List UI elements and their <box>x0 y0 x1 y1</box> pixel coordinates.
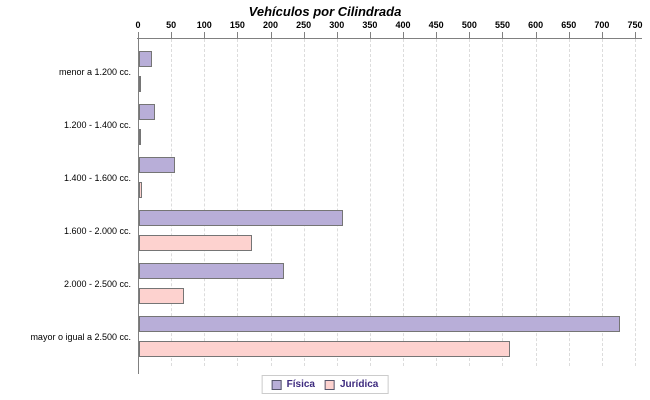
x-tick-label: 50 <box>166 20 177 30</box>
chart-row: 1.400 - 1.600 cc. <box>0 151 650 204</box>
gridline <box>635 39 636 366</box>
fisica-bar <box>139 51 153 67</box>
x-tick-label: 700 <box>594 20 610 30</box>
bar-area <box>138 204 650 257</box>
bar-area <box>138 98 650 151</box>
gridline <box>502 39 504 366</box>
legend-item: Jurídica <box>325 379 378 390</box>
fisica-bar <box>139 157 176 173</box>
x-tick <box>502 32 504 38</box>
fisica-bar <box>139 104 155 120</box>
bar-area <box>138 310 650 363</box>
x-tick-label: 500 <box>461 20 477 30</box>
legend-label: Jurídica <box>340 379 379 390</box>
x-axis-line <box>137 38 642 39</box>
x-tick <box>601 32 603 38</box>
chart-title: Vehículos por Cilindrada <box>248 4 402 19</box>
x-tick <box>436 32 438 38</box>
bar-area <box>138 151 650 204</box>
x-tick-label: 350 <box>362 20 378 30</box>
legend-swatch <box>325 379 335 390</box>
gridline <box>436 39 438 366</box>
juridica-bar <box>139 341 511 357</box>
gridline <box>171 39 173 366</box>
x-tick <box>204 32 206 38</box>
fisica-bar <box>139 316 621 332</box>
category-label: 1.600 - 2.000 cc. <box>63 225 131 236</box>
juridica-bar <box>139 235 252 251</box>
category-label: mayor o igual a 2.500 cc. <box>30 331 131 342</box>
category-label: 1.200 - 1.400 cc. <box>63 119 131 130</box>
x-tick <box>138 32 139 38</box>
chart-row: 1.200 - 1.400 cc. <box>0 98 650 151</box>
gridline <box>535 39 537 366</box>
x-tick <box>336 32 338 38</box>
x-tick-label: 0 <box>135 20 141 30</box>
bar-area <box>138 257 650 310</box>
legend-label: Física <box>286 379 315 390</box>
gridline <box>469 39 471 366</box>
x-tick-label: 100 <box>196 20 212 30</box>
x-tick <box>369 32 371 38</box>
gridline <box>403 39 405 366</box>
juridica-bar <box>139 288 185 304</box>
gridline <box>369 39 371 366</box>
juridica-bar <box>139 182 143 198</box>
chart-row: 2.000 - 2.500 cc. <box>0 257 650 310</box>
legend: Física Jurídica <box>261 375 389 394</box>
fisica-bar <box>139 210 344 226</box>
category-label: 1.400 - 1.600 cc. <box>63 172 131 183</box>
legend-swatch <box>271 379 282 390</box>
x-tick-label: 650 <box>561 20 577 30</box>
fisica-bar <box>139 263 285 279</box>
x-tick <box>635 32 636 38</box>
x-tick <box>171 32 173 38</box>
x-tick-label: 750 <box>627 20 643 30</box>
x-tick <box>303 32 305 38</box>
gridline <box>336 39 338 366</box>
x-tick <box>403 32 405 38</box>
x-tick-label: 150 <box>229 20 245 30</box>
chart-row: mayor o igual a 2.500 cc. <box>0 310 650 363</box>
chart-row: 1.600 - 2.000 cc. <box>0 204 650 257</box>
category-label: menor a 1.200 cc. <box>58 66 131 77</box>
x-tick <box>568 32 570 38</box>
gridline <box>270 39 272 366</box>
x-tick-label: 450 <box>428 20 444 30</box>
juridica-bar <box>139 129 141 145</box>
gridline <box>601 39 603 366</box>
x-tick <box>270 32 272 38</box>
gridline <box>568 39 570 366</box>
gridline <box>237 39 239 366</box>
x-tick-label: 600 <box>528 20 544 30</box>
x-tick-label: 250 <box>296 20 312 30</box>
gridline <box>204 39 206 366</box>
x-tick-label: 200 <box>263 20 279 30</box>
juridica-bar <box>139 76 141 92</box>
legend-item: Física <box>271 379 315 390</box>
y-axis-line <box>138 38 139 374</box>
category-label: 2.000 - 2.500 cc. <box>63 278 131 289</box>
bar-area <box>138 45 650 98</box>
gridline <box>303 39 305 366</box>
x-tick <box>469 32 471 38</box>
x-tick <box>535 32 537 38</box>
x-tick <box>237 32 239 38</box>
x-tick-label: 400 <box>395 20 411 30</box>
chart-row: menor a 1.200 cc. <box>0 45 650 98</box>
x-tick-label: 300 <box>329 20 345 30</box>
x-tick-label: 550 <box>494 20 510 30</box>
